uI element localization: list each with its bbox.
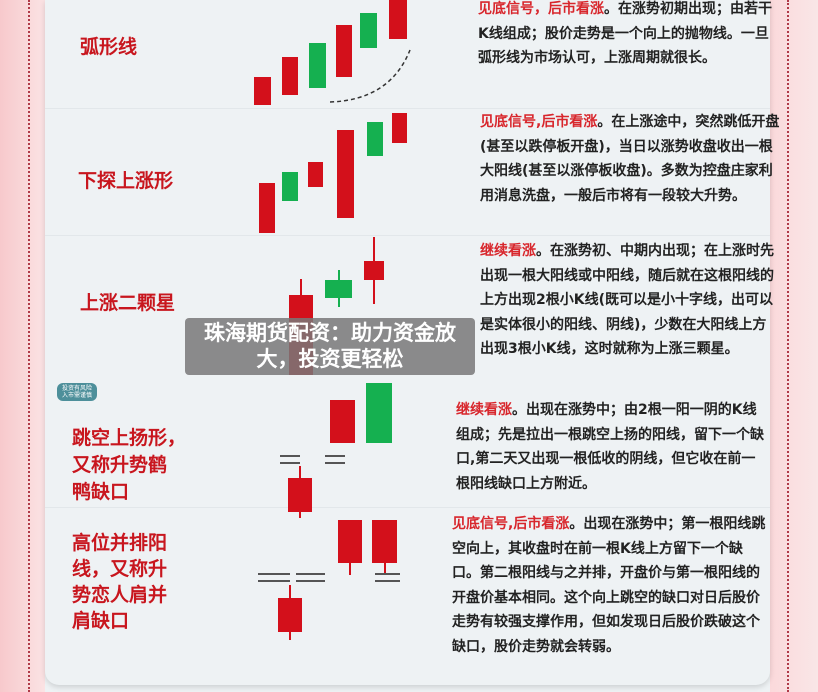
- candle-wick: [384, 563, 386, 575]
- signal-text: 见底信号,后市看涨: [452, 516, 570, 532]
- gap-line: [280, 462, 300, 464]
- risk-badge: 投资有风险 入市需谨慎: [57, 383, 98, 401]
- bullish-candle: [330, 400, 355, 443]
- bearish-candle: [366, 383, 392, 443]
- signal-text: 继续看涨: [480, 243, 536, 259]
- bullish-candle: [337, 130, 354, 218]
- description-text: 。在上涨途中，突然跳低开盘(甚至以跌停板开盘)，当日以涨势收盘收出一根大阳线(甚…: [480, 114, 780, 204]
- bullish-candle: [372, 520, 397, 563]
- bullish-candle: [288, 478, 312, 512]
- bullish-candle: [364, 261, 384, 280]
- gap-line: [325, 462, 345, 464]
- candle-wick: [349, 563, 351, 575]
- bullish-candle: [308, 162, 323, 187]
- pattern-description: 见底信号，后市看涨。在涨势初期出现；由若干K线组成；股价走势是一个向上的抛物线。…: [478, 0, 778, 71]
- gap-line: [375, 580, 400, 582]
- bullish-candle: [389, 0, 407, 39]
- bullish-candle: [254, 77, 271, 105]
- bullish-candle: [278, 598, 302, 632]
- divider: [45, 108, 770, 109]
- gap-line: [296, 580, 325, 582]
- right-dotted-border: [787, 0, 789, 692]
- signal-text: 见底信号,后市看涨: [480, 114, 598, 130]
- pattern-name: 跳空上扬形， 又称升势鹤 鸭缺口: [72, 427, 187, 503]
- gap-line: [280, 455, 300, 457]
- bullish-candle: [259, 183, 275, 233]
- signal-text: 见底信号，后市看涨: [478, 1, 604, 17]
- promo-banner: 珠海期货配资：助力资金放大，投资更轻松: [185, 318, 475, 375]
- pattern-name: 下探上涨形: [78, 170, 174, 192]
- bearish-candle: [309, 43, 326, 88]
- pattern-description: 见底信号,后市看涨。出现在涨势中；第一根阳线跳空向上，其收盘时在前一根K线上方留…: [452, 512, 767, 659]
- bullish-candle: [338, 520, 362, 563]
- gap-line: [258, 580, 290, 582]
- bullish-candle: [336, 25, 352, 77]
- gap-line: [375, 573, 400, 575]
- description-text: 。在涨势初、中期内出现；在上涨时先出现一根大阳线或中阳线，随后就在这根阳线的上方…: [480, 243, 774, 357]
- description-text: 。出现在涨势中；由2根一阳一阴的K线组成；先是拉出一根跳空上扬的阳线，留下一个缺…: [456, 402, 764, 492]
- bullish-candle: [282, 57, 298, 95]
- left-dotted-border: [28, 0, 30, 692]
- pattern-name: 高位并排阳 线，又称升 势恋人肩并 肩缺口: [72, 532, 168, 632]
- bearish-candle: [282, 172, 298, 201]
- signal-text: 继续看涨: [456, 402, 512, 418]
- description-text: 。在涨势初期出现；由若干K线组成；股价走势是一个向上的抛物线。一旦弧形线为市场认…: [478, 1, 772, 66]
- gap-line: [325, 455, 345, 457]
- pattern-description: 继续看涨。出现在涨势中；由2根一阳一阴的K线组成；先是拉出一根跳空上扬的阳线，留…: [456, 398, 768, 496]
- bearish-candle: [325, 280, 352, 298]
- pattern-name: 上涨二颗星: [80, 292, 176, 314]
- bullish-candle: [392, 113, 407, 143]
- divider: [45, 507, 770, 508]
- pattern-name: 弧形线: [80, 36, 138, 58]
- bearish-candle: [367, 122, 383, 156]
- description-text: 。出现在涨势中；第一根阳线跳空向上，其收盘时在前一根K线上方留下一个缺口。第二根…: [452, 516, 766, 655]
- candle-wick: [300, 279, 302, 299]
- bearish-candle: [360, 13, 377, 48]
- pattern-description: 见底信号,后市看涨。在上涨途中，突然跳低开盘(甚至以跌停板开盘)，当日以涨势收盘…: [480, 110, 780, 208]
- gap-line: [296, 573, 325, 575]
- divider: [45, 235, 770, 236]
- pattern-description: 继续看涨。在涨势初、中期内出现；在上涨时先出现一根大阳线或中阳线，随后就在这根阳…: [480, 239, 780, 362]
- arc-curve: [329, 49, 411, 103]
- gap-line: [258, 573, 290, 575]
